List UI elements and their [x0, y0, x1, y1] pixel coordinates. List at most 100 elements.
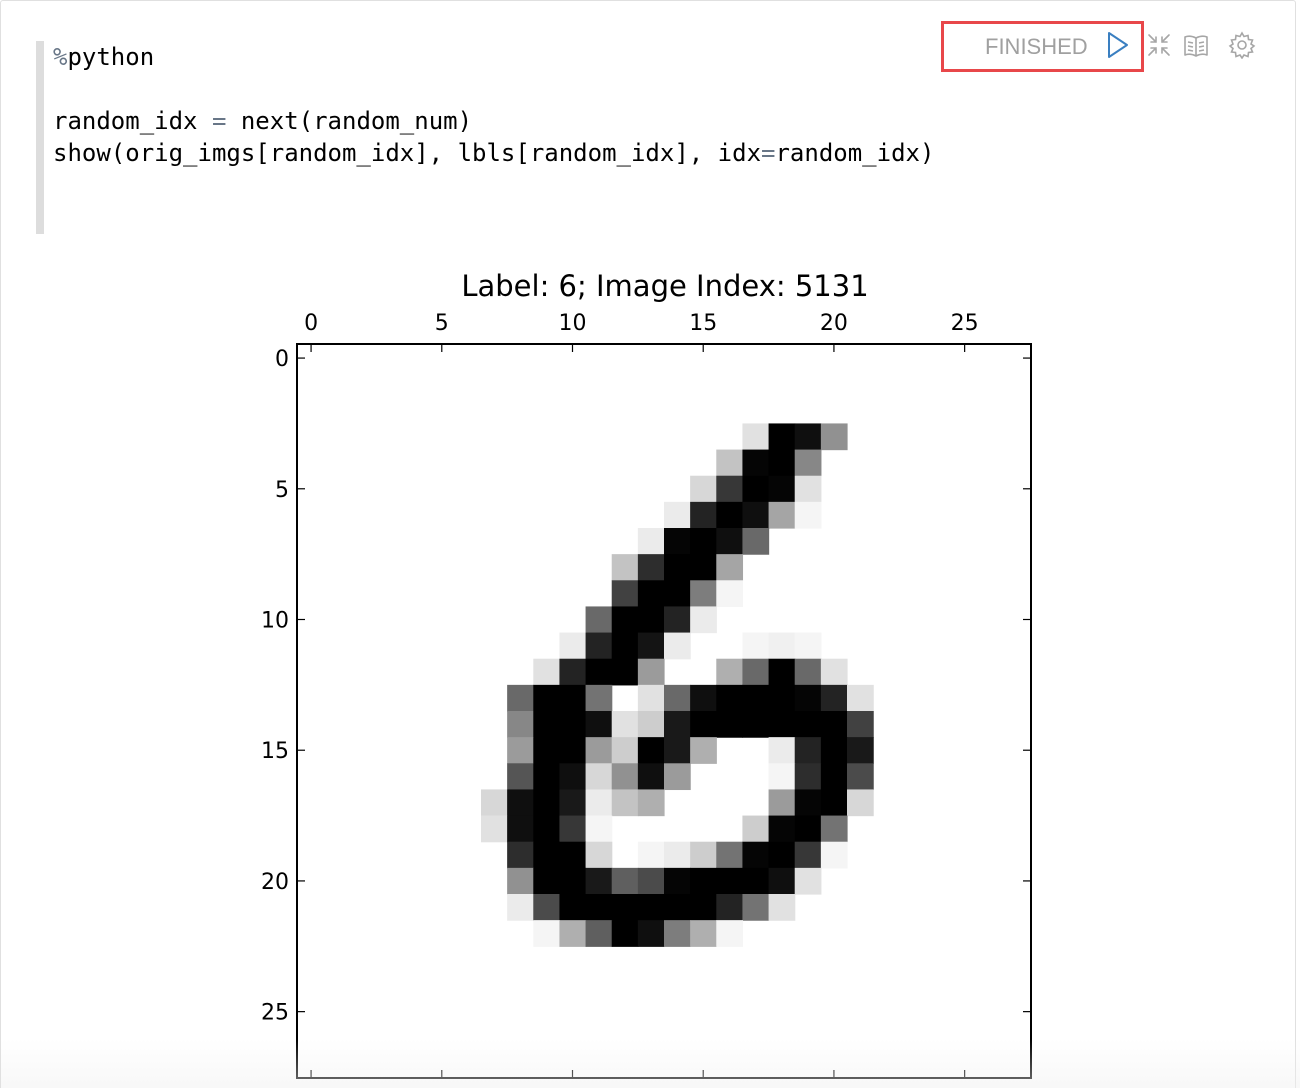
pixel-cell [768, 789, 796, 817]
pixel-cell [794, 501, 822, 529]
pixel-cell [664, 920, 691, 947]
settings-icon[interactable] [1228, 31, 1256, 59]
pixel-cell [847, 711, 874, 738]
pixel-cell [794, 815, 822, 843]
pixel-cell [559, 815, 587, 843]
pixel-cell [559, 894, 587, 921]
x-tick-label: 0 [304, 311, 318, 336]
pixel-cell [533, 841, 561, 869]
pixel-cell [716, 658, 744, 686]
pixel-cell [742, 658, 770, 686]
pixel-cell [637, 606, 665, 634]
pixel-cell [481, 789, 508, 817]
pixel-cell [559, 658, 587, 686]
pixel-cell [637, 711, 665, 738]
y-tick-label: 10 [261, 609, 289, 634]
run-icon[interactable] [1105, 30, 1131, 60]
pixel-cell [611, 737, 639, 764]
code-text: random_idx) [775, 139, 935, 167]
pixel-cell [533, 867, 561, 895]
pixel-cell [585, 920, 613, 947]
pixel-cell [664, 763, 691, 791]
pixel-cell [507, 867, 534, 895]
pixel-cell [559, 789, 587, 817]
pixel-cell [716, 475, 744, 503]
pixel-cell [533, 920, 561, 947]
pixel-grid [481, 423, 874, 947]
pixel-cell [611, 632, 639, 660]
pixel-cell [820, 711, 848, 738]
pixel-cell [637, 867, 665, 895]
pixel-cell [820, 789, 848, 817]
pixel-cell [533, 894, 561, 921]
pixel-cell [585, 684, 613, 712]
pixel-cell [664, 501, 691, 529]
pixel-cell [768, 737, 796, 764]
pixel-cell [820, 423, 848, 451]
y-tick-label: 0 [275, 347, 289, 372]
pixel-cell [847, 763, 874, 791]
pixel-cell [690, 711, 717, 738]
pixel-cell [690, 684, 717, 712]
y-tick-label: 5 [275, 478, 289, 503]
pixel-cell [611, 894, 639, 921]
pixel-cell [559, 763, 587, 791]
pixel-cell [664, 737, 691, 764]
pixel-cell [690, 737, 717, 764]
code-editor[interactable]: %python random_idx = next(random_num) sh… [36, 41, 934, 234]
pixel-cell [585, 606, 613, 634]
pixel-cell [481, 815, 508, 843]
pixel-cell [559, 867, 587, 895]
code-text: show(orig_imgs[random_idx], lbls[random_… [53, 139, 762, 167]
pixel-cell [794, 449, 822, 477]
pixel-cell [742, 841, 770, 869]
pixel-cell [507, 815, 534, 843]
pixel-cell [637, 580, 665, 608]
pixel-cell [768, 841, 796, 869]
pixel-cell [637, 920, 665, 947]
pixel-cell [637, 737, 665, 764]
pixel-cell [611, 711, 639, 738]
interpreter-name: python [67, 43, 155, 71]
pixel-cell [585, 867, 613, 895]
pixel-cell [794, 632, 822, 660]
y-tick-label: 25 [261, 1001, 289, 1026]
status-highlight-box [941, 21, 1144, 72]
plot-title: Label: 6; Image Index: 5131 [461, 269, 868, 303]
code-line-interpreter: %python [53, 41, 154, 73]
pixel-cell [507, 711, 534, 738]
pixel-cell [664, 711, 691, 738]
pixel-cell [533, 737, 561, 764]
pixel-cell [768, 684, 796, 712]
pixel-cell [637, 841, 665, 869]
pixel-cell [716, 528, 744, 555]
pixel-cell [742, 867, 770, 895]
pixel-cell [585, 815, 613, 843]
pixel-cell [820, 658, 848, 686]
book-icon[interactable] [1182, 31, 1210, 59]
pixel-cell [690, 501, 717, 529]
pixel-cell [742, 423, 770, 451]
pixel-cell [507, 684, 534, 712]
collapse-icon[interactable] [1145, 31, 1173, 59]
pixel-cell [664, 528, 691, 555]
pixel-cell [742, 475, 770, 503]
code-line-2: show(orig_imgs[random_idx], lbls[random_… [53, 137, 934, 169]
pixel-cell [533, 789, 561, 817]
pixel-cell [637, 658, 665, 686]
x-tick-label: 5 [435, 311, 449, 336]
pixel-cell [559, 920, 587, 947]
pixel-cell [507, 841, 534, 869]
pixel-cell [716, 501, 744, 529]
pixel-cell [794, 684, 822, 712]
pixel-cell [847, 737, 874, 764]
pixel-cell [637, 789, 665, 817]
pixel-cell [820, 763, 848, 791]
pixel-cell [716, 894, 744, 921]
pixel-cell [742, 449, 770, 477]
pixel-cell [533, 763, 561, 791]
pixel-cell [768, 423, 796, 451]
pixel-cell [664, 554, 691, 581]
pixel-cell [585, 711, 613, 738]
